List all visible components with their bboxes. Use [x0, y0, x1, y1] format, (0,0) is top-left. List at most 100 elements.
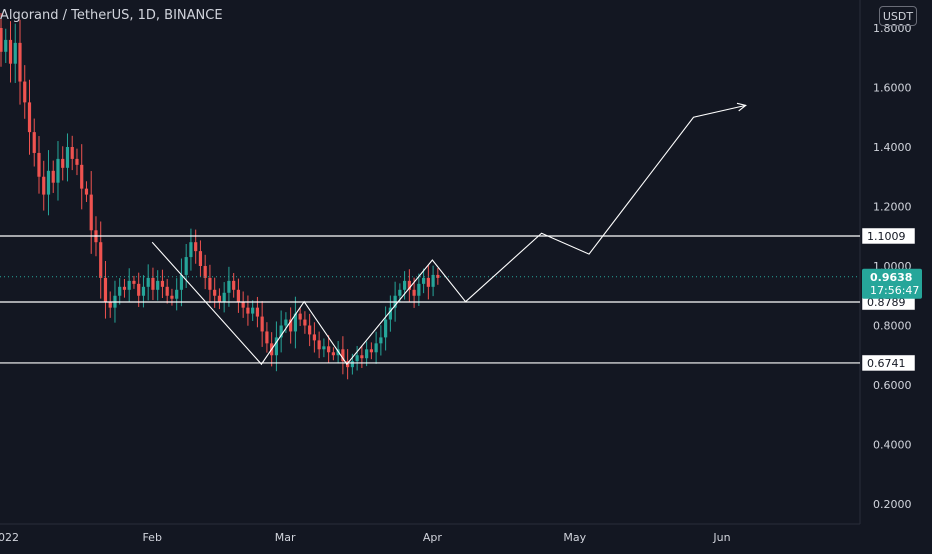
y-tick-label: 0.8000 [873, 320, 912, 333]
candle [84, 181, 89, 202]
candle-body [407, 280, 411, 290]
candle-body [0, 28, 3, 52]
levels-group [0, 235, 860, 364]
candle-body [23, 81, 27, 103]
candle [122, 278, 127, 298]
candle [23, 65, 27, 119]
candle-body [65, 147, 70, 168]
candle [265, 322, 269, 353]
candle-body [431, 274, 435, 287]
candle [236, 278, 241, 313]
candle [89, 171, 93, 254]
x-tick-label: Apr [423, 531, 443, 544]
candle-body [213, 289, 217, 296]
candle-body [146, 277, 150, 287]
candle-body [298, 313, 302, 320]
candle [217, 288, 222, 310]
projection-path[interactable] [151, 104, 746, 366]
candle-body [403, 280, 407, 290]
candle-body [42, 176, 46, 195]
candle [8, 21, 13, 83]
candle-body [289, 319, 293, 332]
price-axis[interactable]: 1.80001.60001.40001.20001.00000.80000.60… [873, 22, 912, 511]
x-tick-label: May [563, 531, 586, 544]
candle-body [284, 319, 288, 326]
candle-body [127, 280, 131, 290]
candle-body [51, 170, 55, 183]
candle [13, 23, 17, 83]
candle-body [308, 325, 312, 335]
level-badge-label: 0.6741 [867, 357, 906, 370]
candle-body [137, 283, 141, 296]
candle [379, 325, 383, 356]
candle-body [346, 361, 350, 368]
candle [289, 307, 293, 344]
candle [46, 150, 51, 216]
candle [213, 277, 217, 308]
candle [407, 269, 411, 302]
current-price-badge-bg [862, 268, 922, 299]
candle [37, 136, 41, 194]
candle [341, 336, 345, 375]
candle-body [422, 277, 426, 284]
y-tick-label: 1.6000 [873, 82, 912, 95]
candle [127, 268, 131, 303]
candle-body [122, 286, 127, 290]
currency-button[interactable]: USDT [879, 6, 917, 26]
candle-body [274, 337, 279, 356]
candle [293, 296, 297, 349]
level-badge: 1.1009 [861, 227, 916, 245]
candle [232, 273, 236, 298]
candle-body [222, 292, 226, 302]
candle-body [18, 42, 22, 82]
candle [422, 268, 426, 294]
candle-body [75, 158, 79, 165]
candle-body [426, 277, 430, 287]
candle [170, 288, 174, 306]
candle-body [251, 307, 255, 314]
candles-group [0, 13, 440, 380]
candle [317, 331, 321, 359]
candle [403, 271, 407, 300]
candle [108, 291, 112, 318]
candle [279, 310, 283, 353]
candle-body [194, 242, 198, 252]
candle-body [89, 194, 93, 231]
candle-body [246, 307, 250, 314]
candle [151, 267, 155, 301]
candle [303, 311, 307, 334]
candle-body [108, 301, 112, 308]
candle-body [227, 280, 231, 293]
candle-body [355, 355, 359, 362]
candle [132, 275, 136, 289]
candle [298, 307, 302, 326]
time-axis[interactable]: 2022 Feb Mar Apr May Jun [0, 531, 731, 544]
candle-body [56, 158, 60, 183]
candle-body [160, 280, 165, 287]
candle [322, 338, 326, 358]
chart-title: Algorand / TetherUS, 1D, BINANCE [0, 8, 223, 23]
candle-body [317, 340, 321, 350]
candle [75, 148, 79, 176]
candle [4, 28, 8, 63]
candle-body [118, 286, 122, 296]
candle-body [37, 152, 41, 177]
candle [260, 301, 264, 347]
candle [32, 118, 36, 167]
candle [436, 268, 440, 285]
candle-body [141, 286, 146, 296]
candle [175, 278, 179, 311]
level-badge-label: 0.8789 [867, 296, 906, 309]
candle [384, 306, 388, 351]
candle-body [417, 283, 421, 296]
candle-body [236, 289, 241, 302]
projection-group [151, 102, 747, 366]
candle-body [341, 349, 345, 362]
candle [365, 341, 369, 367]
candle-body [327, 346, 331, 353]
x-tick-label: 2022 [0, 531, 19, 544]
candle [417, 273, 421, 306]
